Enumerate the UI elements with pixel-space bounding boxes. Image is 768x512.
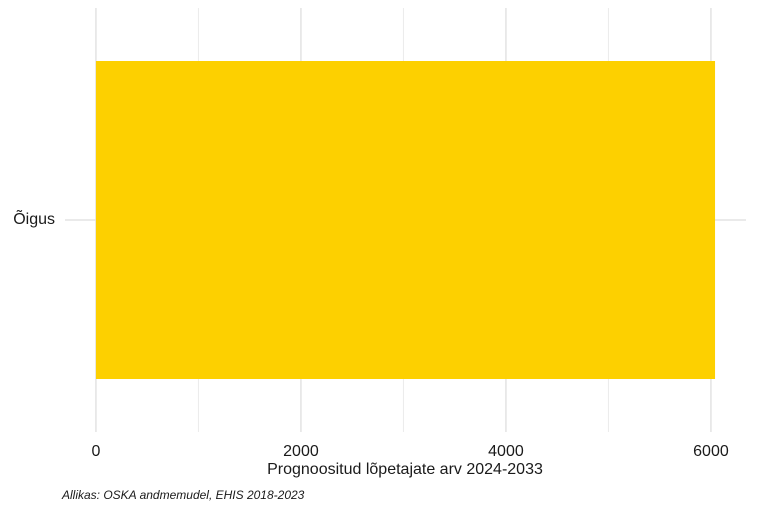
x-axis-label: Prognoositud lõpetajate arv 2024-2033	[267, 461, 543, 478]
x-tick-label: 0	[92, 443, 101, 460]
x-tick-label: 6000	[693, 443, 729, 460]
caption: Allikas: OSKA andmemudel, EHIS 2018-2023	[61, 488, 305, 502]
y-tick-label: Õigus	[13, 208, 55, 228]
x-tick-label: 2000	[283, 443, 319, 460]
x-tick-label: 4000	[488, 443, 524, 460]
bar	[95, 61, 716, 379]
